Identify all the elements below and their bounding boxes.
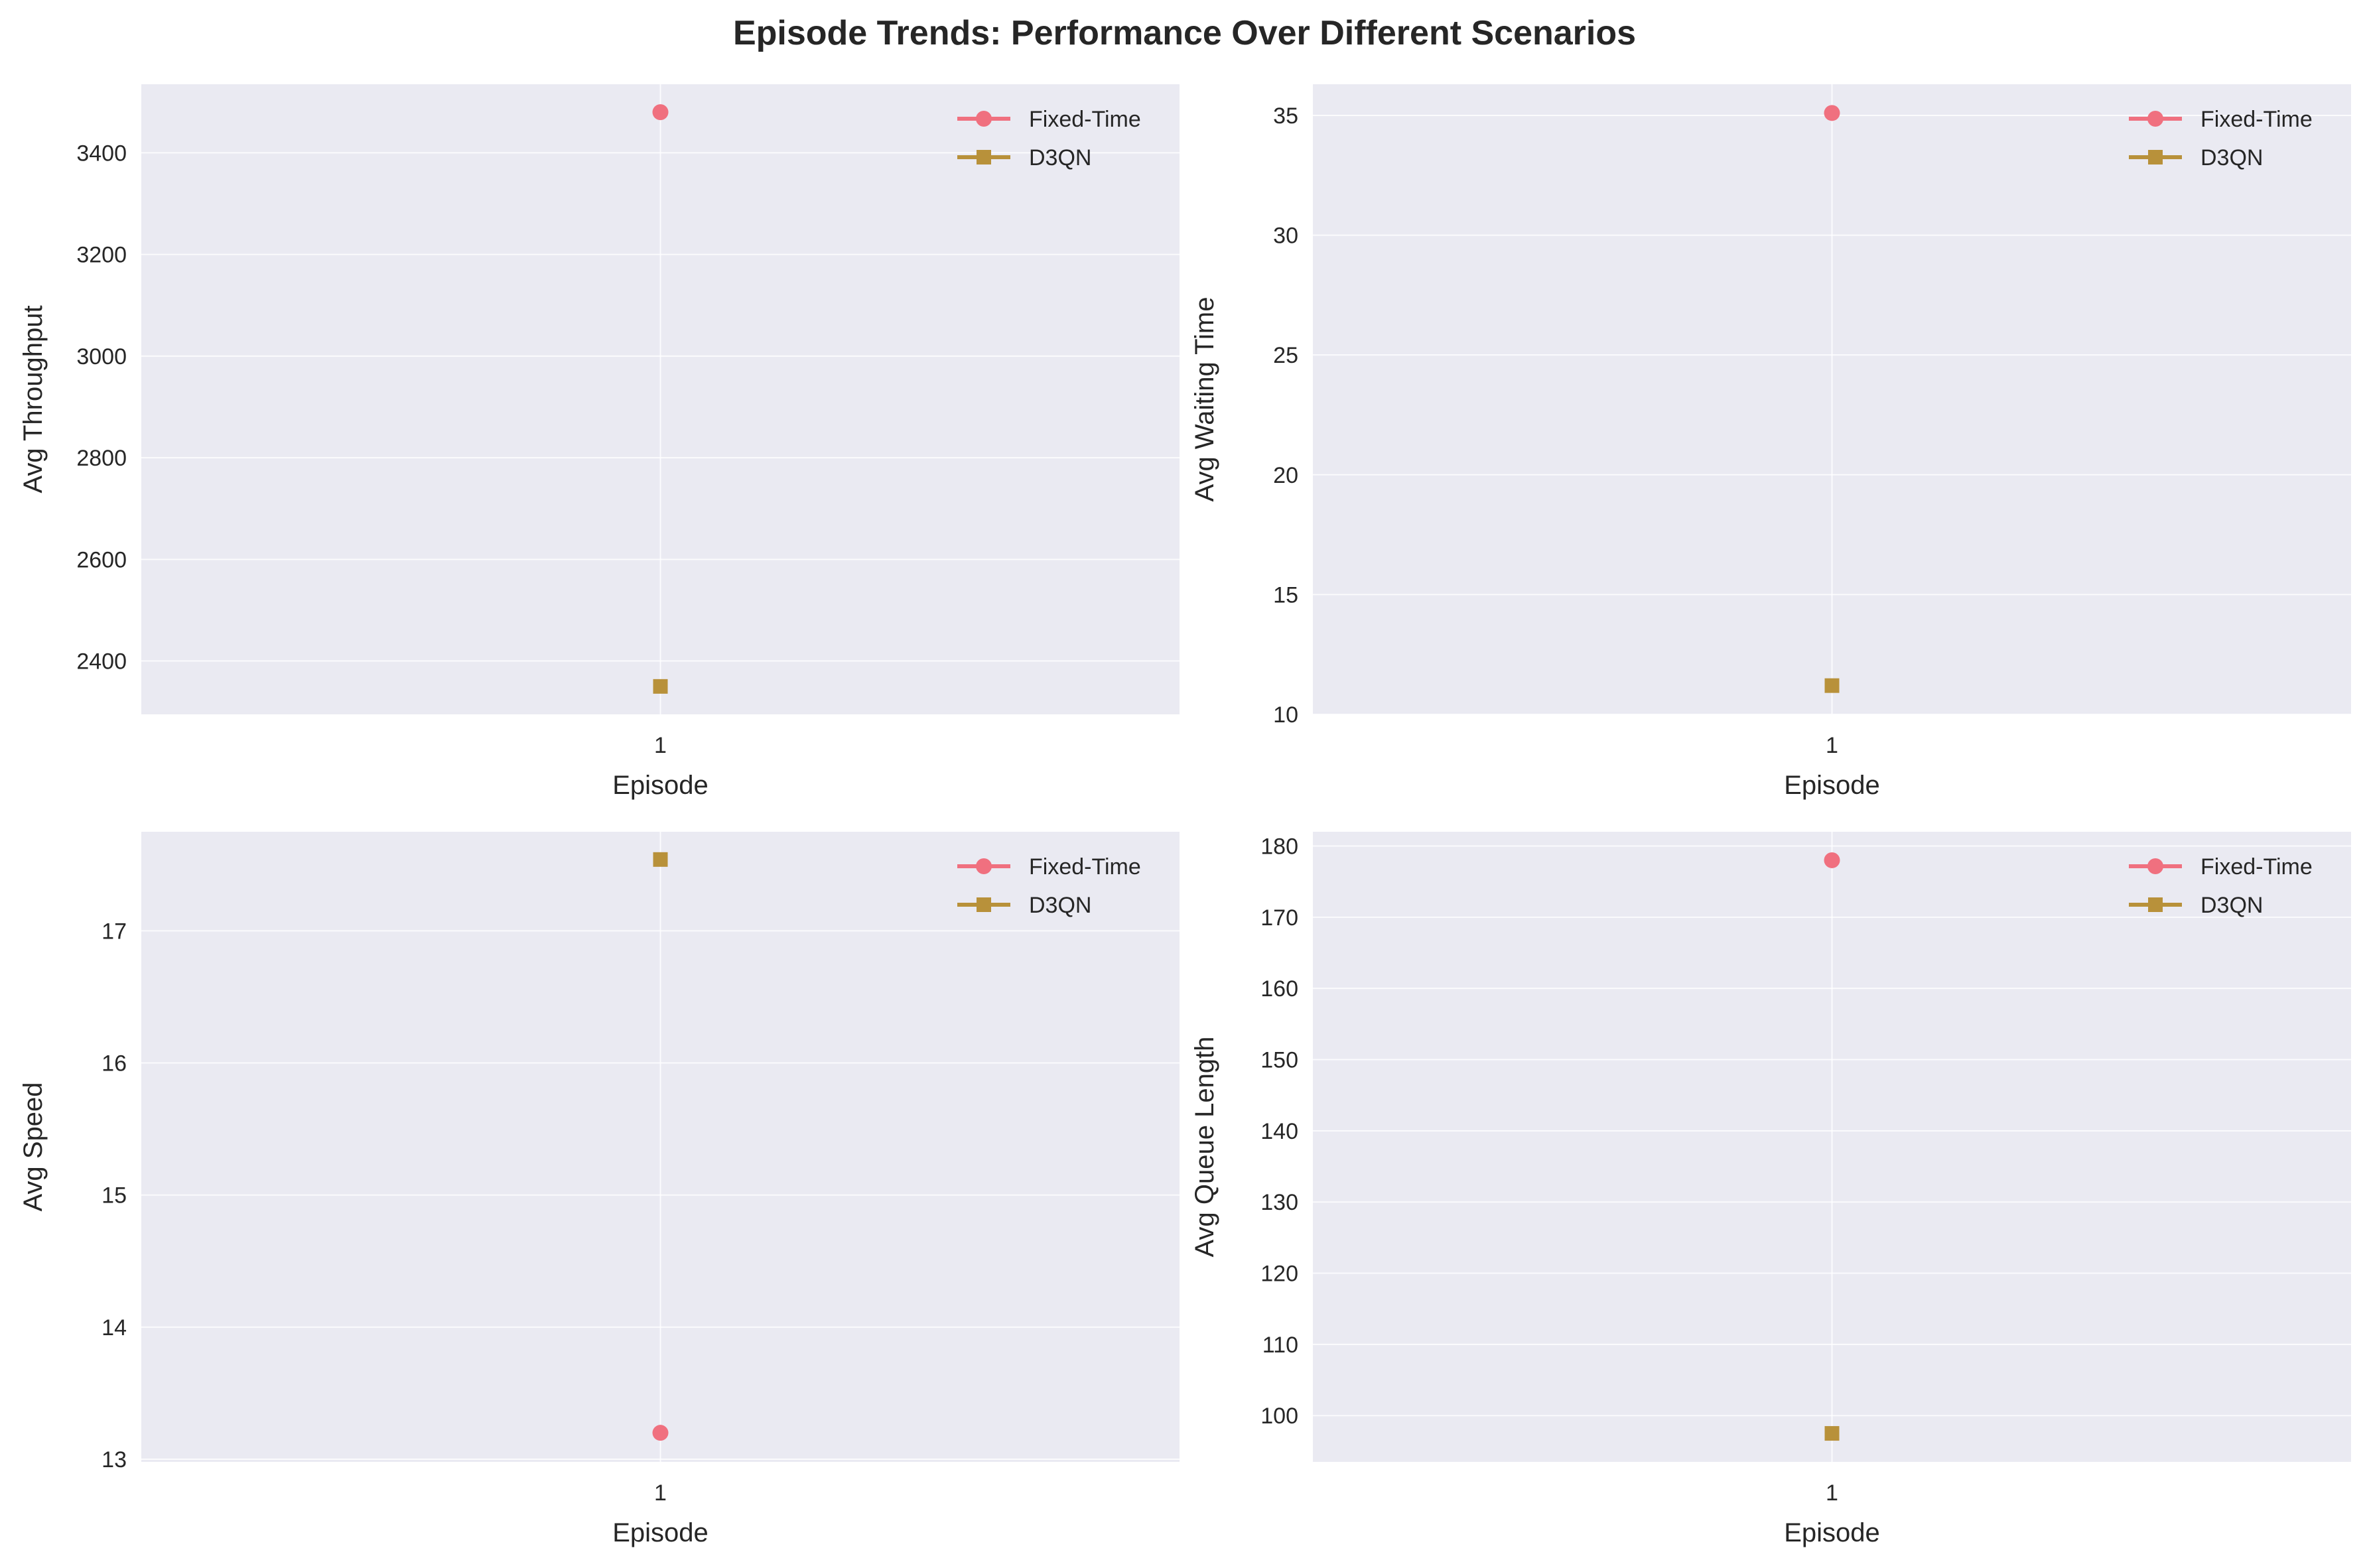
legend-marker-circle: [2147, 858, 2163, 874]
legend: Fixed-Time D3QN: [2129, 854, 2313, 918]
y-tick-label: 2400: [76, 649, 127, 675]
y-tick-label: 2600: [76, 547, 127, 572]
x-tick-label: 1: [654, 1480, 667, 1506]
y-tick-label: 3400: [76, 141, 127, 166]
subplot-throughput: 2400 2600 2800 3000 3200 3400 1 Episode Avg Thro…: [19, 84, 1180, 800]
data-point-d3qn: [1824, 1426, 1840, 1441]
subplot-queue-length: 100 110 120 130 140 150 160 170 180 1 Episode Avg Q…: [1190, 832, 2351, 1547]
y-tick-label: 15: [102, 1183, 127, 1209]
y-tick-label: 150: [1260, 1048, 1298, 1073]
y-tick-label: 15: [1273, 582, 1298, 608]
data-point-fixed-time: [1824, 852, 1840, 868]
y-tick-label: 160: [1260, 976, 1298, 1002]
legend: Fixed-Time D3QN: [957, 107, 1141, 170]
y-tick-label: 25: [1273, 343, 1298, 368]
legend-marker-circle: [976, 858, 992, 874]
legend-label: D3QN: [1029, 893, 1091, 918]
y-axis-label: Avg Waiting Time: [1190, 296, 1219, 501]
legend-marker-circle: [976, 111, 992, 127]
legend-marker-square: [977, 897, 991, 912]
y-tick-label: 17: [102, 919, 127, 944]
y-axis-label: Avg Throughput: [19, 305, 48, 493]
x-axis-label: Episode: [1784, 1518, 1880, 1547]
legend-label: Fixed-Time: [2200, 107, 2313, 132]
y-axis-label: Avg Queue Length: [1190, 1037, 1219, 1258]
legend: Fixed-Time D3QN: [957, 854, 1141, 918]
data-point-d3qn: [653, 679, 668, 694]
x-axis-label: Episode: [1784, 771, 1880, 800]
y-tick-label: 3200: [76, 243, 127, 268]
subplot-speed: 13 14 15 16 17 1 Episode Avg Speed Fixed-Time D3Q…: [19, 832, 1180, 1547]
y-tick-label: 120: [1260, 1262, 1298, 1287]
x-axis-label: Episode: [612, 771, 709, 800]
y-tick-label: 20: [1273, 463, 1298, 488]
y-tick-label: 13: [102, 1447, 127, 1472]
legend-label: Fixed-Time: [1029, 854, 1141, 880]
y-axis-label: Avg Speed: [19, 1082, 48, 1212]
y-tick-label: 16: [102, 1051, 127, 1077]
y-tick-label: 110: [1262, 1333, 1298, 1358]
data-point-fixed-time: [1824, 105, 1840, 121]
x-tick-label: 1: [1826, 1480, 1838, 1506]
y-tick-label: 30: [1273, 224, 1298, 249]
data-point-fixed-time: [652, 104, 669, 121]
legend-label: D3QN: [1029, 145, 1091, 170]
y-tick-label: 35: [1273, 103, 1298, 129]
data-point-fixed-time: [652, 1425, 669, 1441]
y-tick-label: 10: [1273, 702, 1298, 728]
x-axis-label: Episode: [612, 1518, 709, 1547]
legend-label: Fixed-Time: [2200, 854, 2313, 880]
y-tick-label: 180: [1260, 834, 1298, 859]
y-tick-label: 2800: [76, 446, 127, 471]
y-tick-label: 14: [102, 1315, 127, 1340]
legend-label: D3QN: [2200, 145, 2263, 170]
y-tick-label: 100: [1260, 1404, 1298, 1429]
data-point-d3qn: [1824, 678, 1840, 693]
y-tick-label: 3000: [76, 344, 127, 369]
y-tick-label: 130: [1260, 1190, 1298, 1215]
legend-label: Fixed-Time: [1029, 107, 1141, 132]
legend-marker-square: [2148, 897, 2163, 912]
figure-title: Episode Trends: Performance Over Differe…: [732, 14, 1637, 52]
subplot-waiting-time: 10 15 20 25 30 35 1 Episode Avg Waiting Time Fixe…: [1190, 84, 2351, 800]
x-tick-label: 1: [654, 733, 667, 758]
y-tick-label: 140: [1260, 1119, 1298, 1144]
legend-marker-circle: [2147, 111, 2163, 127]
y-tick-label: 170: [1260, 905, 1298, 931]
legend-label: D3QN: [2200, 893, 2263, 918]
legend: Fixed-Time D3QN: [2129, 107, 2313, 170]
data-point-d3qn: [653, 852, 668, 867]
legend-marker-square: [2148, 150, 2163, 164]
x-tick-label: 1: [1826, 733, 1838, 758]
legend-marker-square: [977, 150, 991, 164]
